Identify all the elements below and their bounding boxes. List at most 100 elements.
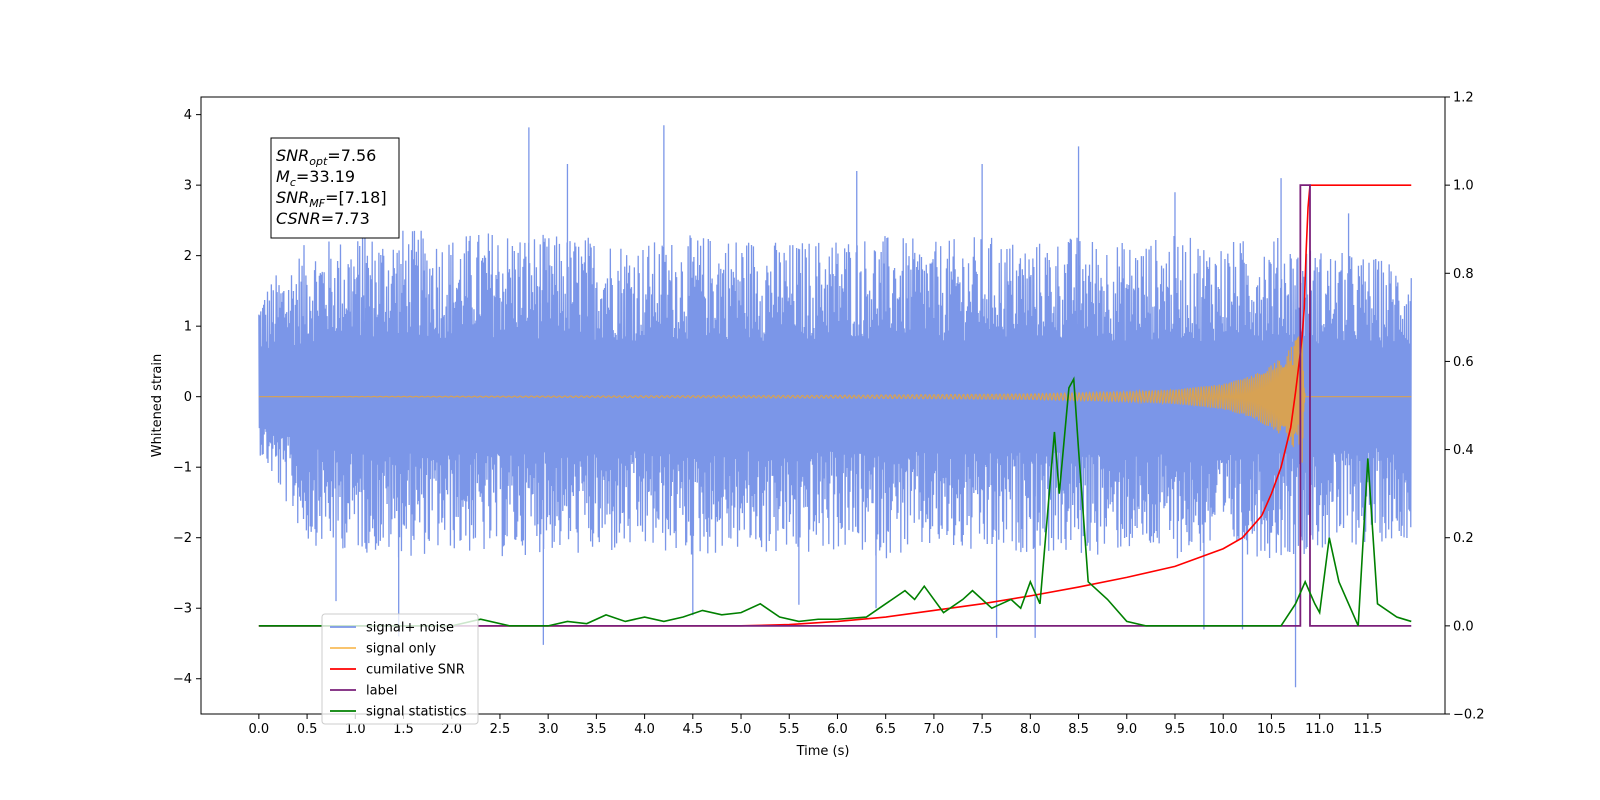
series-signal-noise-line [258,125,1412,688]
y-right-tick-label: 0.2 [1453,531,1474,546]
legend-label: signal only [366,642,436,657]
x-tick-label: 9.5 [1165,722,1186,737]
x-tick-13: 6.5 [875,714,896,737]
annotation-line-3: CSNR=7.73 [276,209,370,228]
y-right-tick-3: 0.6 [1445,355,1474,370]
y-axis-left: 4 3 2 1 0 −1 −2 −3 −4 [173,108,201,687]
x-tick-label: 7.5 [972,722,993,737]
y-right-tick-label: 1.2 [1453,91,1474,106]
y-left-tick-label: 0 [184,390,192,405]
x-tick-label: 4.5 [682,722,703,737]
y-right-tick-7: −0.2 [1445,708,1485,723]
x-tick-label: 5.0 [731,722,752,737]
legend-item-4: signal statistics [330,705,467,720]
y-right-tick-4: 0.4 [1445,443,1474,458]
x-tick-label: 4.0 [634,722,655,737]
x-tick-0: 0.0 [249,714,270,737]
y-right-tick-1: 1.0 [1445,179,1474,194]
x-tick-17: 8.5 [1068,714,1089,737]
x-tick-19: 9.5 [1165,714,1186,737]
y-left-tick-2: 2 [184,249,201,264]
x-tick-12: 6.0 [827,714,848,737]
x-tick-label: 5.5 [779,722,800,737]
x-tick-6: 3.0 [538,714,559,737]
y-left-tick-6: −2 [173,531,201,546]
y-left-tick-label: −2 [173,531,192,546]
y-left-tick-label: 1 [184,320,192,335]
legend-item-2: cumilative SNR [330,663,465,678]
y-left-tick-label: −3 [173,602,192,617]
x-tick-5: 2.5 [490,714,511,737]
y-right-tick-label: 1.0 [1453,179,1474,194]
y-axis-label-left: Whitened strain [150,354,165,457]
series-cumulative-snr-line [258,184,1412,627]
x-tick-label: 11.0 [1305,722,1334,737]
y-right-tick-5: 0.2 [1445,531,1474,546]
x-tick-label: 0.0 [249,722,270,737]
y-left-tick-3: 1 [184,320,201,335]
x-tick-label: 3.0 [538,722,559,737]
x-tick-20: 10.0 [1209,714,1238,737]
x-tick-label: 6.5 [875,722,896,737]
y-left-tick-label: 4 [184,108,192,123]
x-tick-label: 2.0 [441,722,462,737]
annotation-box-frame [270,137,400,239]
x-tick-label: 11.5 [1353,722,1382,737]
legend-item-3: label [330,684,397,699]
x-tick-label: 6.0 [827,722,848,737]
y-left-tick-1: 3 [184,179,201,194]
y-right-tick-label: 0.4 [1453,443,1474,458]
y-right-tick-label: −0.2 [1453,708,1485,723]
x-tick-23: 11.5 [1353,714,1382,737]
y-left-tick-7: −3 [173,602,201,617]
axes-frame [200,96,1446,715]
y-right-tick-label: 0.6 [1453,355,1474,370]
legend-item-1: signal only [330,642,436,657]
plot-area [258,125,1412,688]
y-right-tick-0: 1.2 [1445,91,1474,106]
x-tick-14: 7.0 [924,714,945,737]
legend-label: label [366,684,397,699]
y-left-tick-label: −1 [173,461,192,476]
legend-item-0: signal+ noise [330,621,454,636]
x-tick-label: 1.5 [393,722,414,737]
x-tick-label: 2.5 [490,722,511,737]
legend-frame [321,613,479,725]
legend-label: cumilative SNR [366,663,465,678]
y-left-tick-label: 2 [184,249,192,264]
x-axis: 0.0 0.5 1.0 1.5 2.0 2.5 3.0 3.5 4.0 4.5 5.0 5.5 6.0 6… [249,714,1382,737]
annotation-line-2: SNRMF=[7.18] [276,188,387,210]
y-left-tick-label: −4 [173,672,192,687]
x-tick-15: 7.5 [972,714,993,737]
y-left-tick-8: −4 [173,672,201,687]
legend-label: signal statistics [366,705,467,720]
x-tick-10: 5.0 [731,714,752,737]
legend-label: signal+ noise [366,621,454,636]
x-tick-11: 5.5 [779,714,800,737]
x-tick-label: 8.0 [1020,722,1041,737]
x-tick-label: 10.0 [1209,722,1238,737]
annotation-line-1: Mc=33.19 [276,167,355,189]
series-signal-statistics-line [258,376,1412,627]
y-left-tick-0: 4 [184,108,201,123]
y-left-tick-5: −1 [173,461,201,476]
y-right-tick-label: 0.0 [1453,619,1474,634]
y-right-tick-6: 0.0 [1445,619,1474,634]
annotation-line-0: SNRopt=7.56 [276,146,376,168]
y-right-tick-2: 0.8 [1445,267,1474,282]
x-tick-22: 11.0 [1305,714,1334,737]
y-right-tick-label: 0.8 [1453,267,1474,282]
x-tick-7: 3.5 [586,714,607,737]
x-tick-label: 7.0 [924,722,945,737]
x-tick-label: 10.5 [1257,722,1286,737]
x-tick-18: 9.0 [1116,714,1137,737]
x-tick-label: 1.0 [345,722,366,737]
series-signal-only-line [258,336,1412,463]
x-tick-label: 0.5 [297,722,318,737]
x-tick-21: 10.5 [1257,714,1286,737]
x-tick-9: 4.5 [682,714,703,737]
x-axis-label: Time (s) [796,744,850,759]
x-tick-label: 3.5 [586,722,607,737]
